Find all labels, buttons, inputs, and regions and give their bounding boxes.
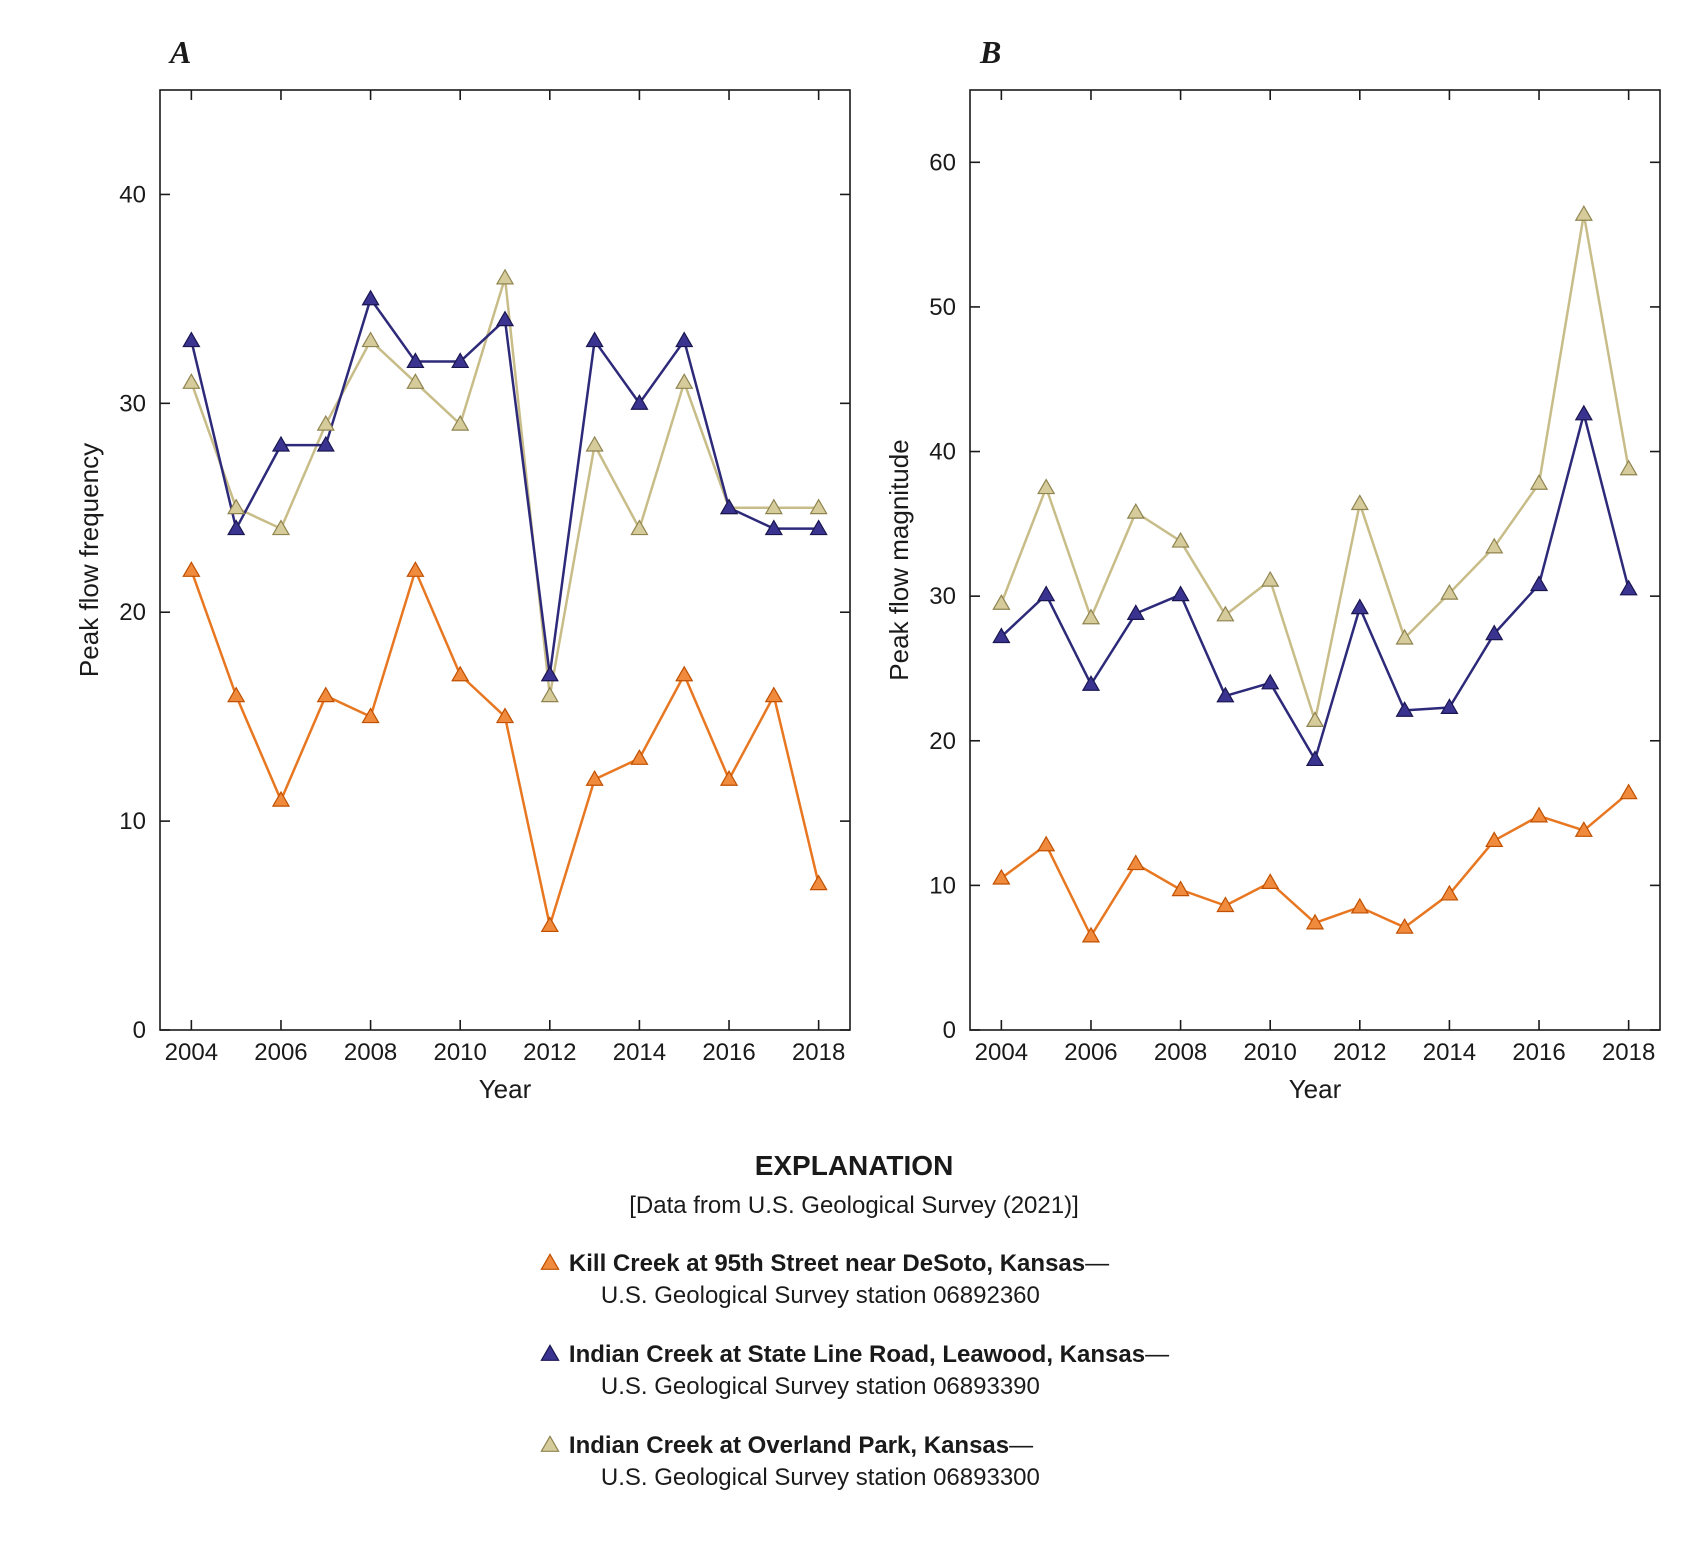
svg-text:2010: 2010 bbox=[1243, 1039, 1296, 1066]
legend-text: Indian Creek at Overland Park, Kansas— U… bbox=[569, 1430, 1040, 1495]
explanation-block: EXPLANATION [Data from U.S. Geological S… bbox=[0, 1150, 1708, 1520]
panels-row: A 2004 2006 2008 2010 2012 2014 2016 201… bbox=[0, 0, 1708, 1120]
svg-text:30: 30 bbox=[929, 583, 956, 610]
panel-letter-a: A bbox=[170, 34, 191, 71]
svg-text:10: 10 bbox=[119, 808, 146, 835]
svg-text:60: 60 bbox=[929, 149, 956, 176]
explanation-title: EXPLANATION bbox=[0, 1150, 1708, 1182]
legend: Kill Creek at 95th Street near DeSoto, K… bbox=[539, 1248, 1169, 1520]
legend-marker-icon bbox=[539, 1252, 569, 1272]
legend-item: Indian Creek at Overland Park, Kansas— U… bbox=[539, 1430, 1169, 1495]
svg-text:40: 40 bbox=[119, 181, 146, 208]
svg-text:2018: 2018 bbox=[792, 1039, 845, 1066]
svg-text:2008: 2008 bbox=[1154, 1039, 1207, 1066]
svg-text:2004: 2004 bbox=[975, 1039, 1028, 1066]
legend-item: Indian Creek at State Line Road, Leawood… bbox=[539, 1339, 1169, 1404]
chart-b-svg: 2004 2006 2008 2010 2012 2014 2016 2018 … bbox=[870, 40, 1680, 1120]
svg-text:2014: 2014 bbox=[613, 1039, 666, 1066]
svg-text:10: 10 bbox=[929, 872, 956, 899]
svg-text:20: 20 bbox=[929, 728, 956, 755]
svg-text:2012: 2012 bbox=[1333, 1039, 1386, 1066]
legend-item: Kill Creek at 95th Street near DeSoto, K… bbox=[539, 1248, 1169, 1313]
svg-text:2012: 2012 bbox=[523, 1039, 576, 1066]
legend-marker-icon bbox=[539, 1343, 569, 1363]
svg-text:2004: 2004 bbox=[165, 1039, 218, 1066]
figure-wrap: A 2004 2006 2008 2010 2012 2014 2016 201… bbox=[0, 0, 1708, 1549]
svg-text:2010: 2010 bbox=[433, 1039, 486, 1066]
svg-text:Peak flow frequency: Peak flow frequency bbox=[74, 443, 104, 677]
svg-text:0: 0 bbox=[133, 1017, 146, 1044]
panel-letter-b: B bbox=[980, 34, 1001, 71]
panel-a: A 2004 2006 2008 2010 2012 2014 2016 201… bbox=[60, 40, 870, 1120]
svg-text:2016: 2016 bbox=[1512, 1039, 1565, 1066]
svg-text:2006: 2006 bbox=[254, 1039, 307, 1066]
svg-text:50: 50 bbox=[929, 294, 956, 321]
svg-text:2008: 2008 bbox=[344, 1039, 397, 1066]
svg-text:2016: 2016 bbox=[702, 1039, 755, 1066]
legend-text: Kill Creek at 95th Street near DeSoto, K… bbox=[569, 1248, 1109, 1313]
svg-text:40: 40 bbox=[929, 439, 956, 466]
svg-text:Year: Year bbox=[479, 1074, 532, 1104]
svg-text:2014: 2014 bbox=[1423, 1039, 1476, 1066]
explanation-source: [Data from U.S. Geological Survey (2021)… bbox=[0, 1192, 1708, 1220]
chart-a-svg: 2004 2006 2008 2010 2012 2014 2016 2018 … bbox=[60, 40, 870, 1120]
svg-text:Peak flow magnitude: Peak flow magnitude bbox=[884, 439, 914, 680]
svg-text:0: 0 bbox=[943, 1017, 956, 1044]
svg-text:2018: 2018 bbox=[1602, 1039, 1655, 1066]
svg-text:2006: 2006 bbox=[1064, 1039, 1117, 1066]
svg-text:30: 30 bbox=[119, 390, 146, 417]
svg-text:Year: Year bbox=[1289, 1074, 1342, 1104]
svg-text:20: 20 bbox=[119, 599, 146, 626]
legend-text: Indian Creek at State Line Road, Leawood… bbox=[569, 1339, 1169, 1404]
panel-b: B 2004 2006 2008 2010 2012 2014 2016 201… bbox=[870, 40, 1680, 1120]
legend-marker-icon bbox=[539, 1434, 569, 1454]
